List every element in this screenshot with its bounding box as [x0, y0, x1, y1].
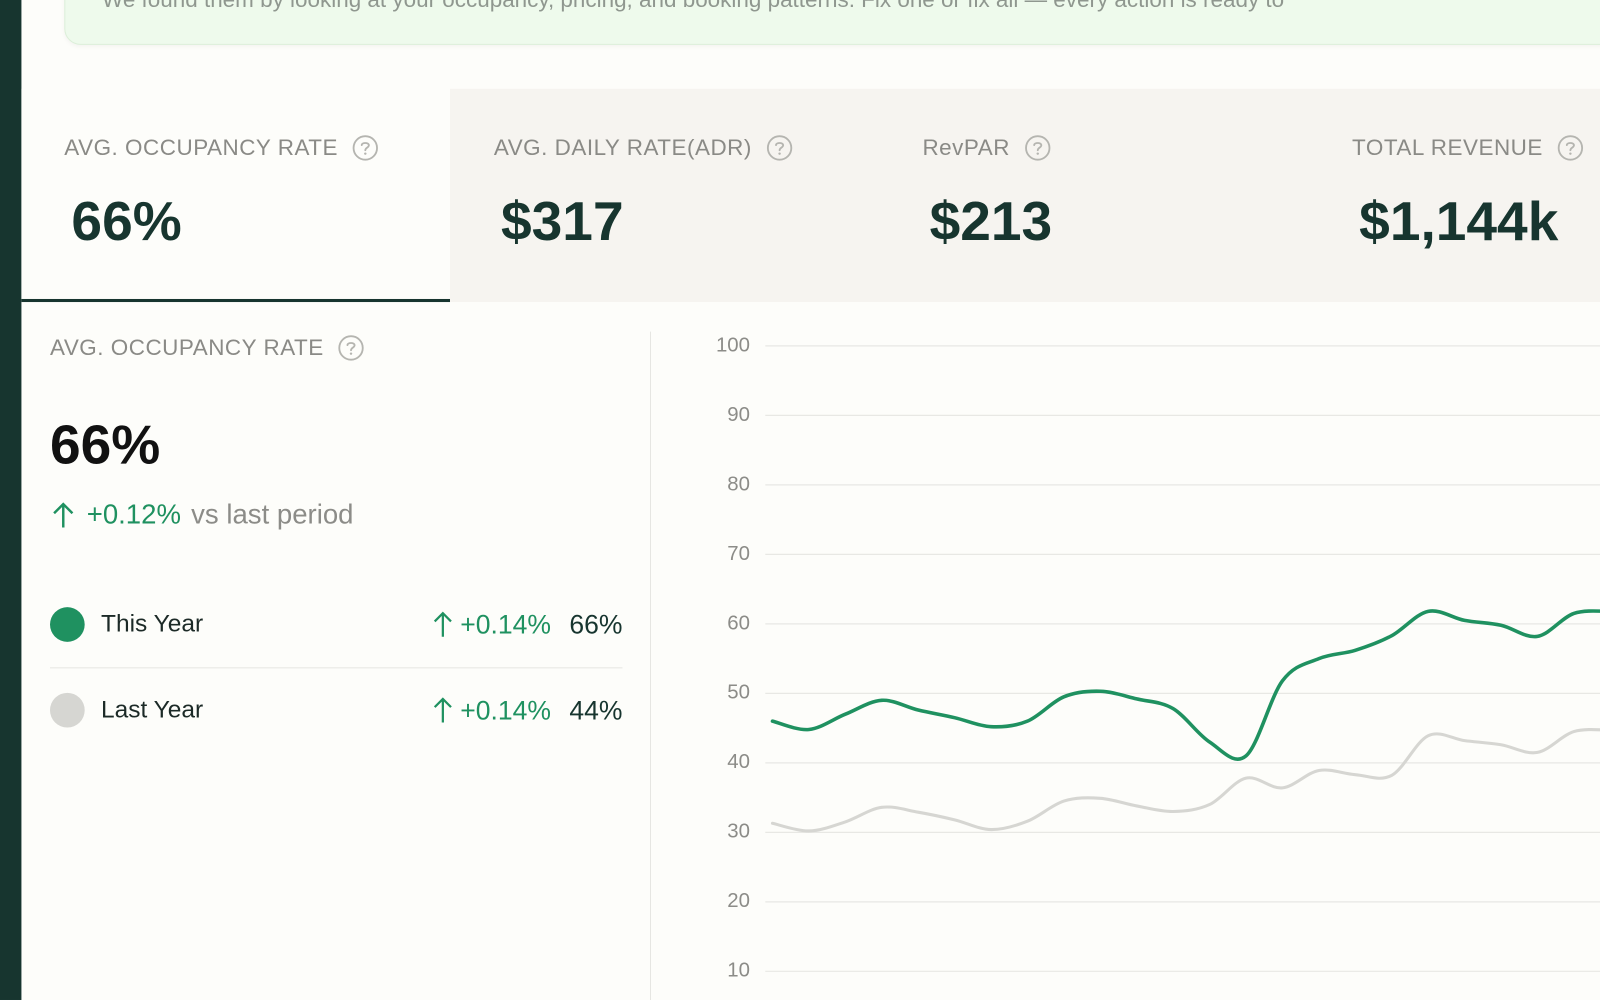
detail-change: +0.12% vs last period	[50, 499, 353, 531]
legend-divider	[49, 667, 623, 669]
help-icon[interactable]	[1024, 135, 1051, 162]
kpi-value: 66%	[71, 190, 182, 253]
legend-value: 44%	[569, 694, 623, 725]
kpi-label-text: RevPAR	[922, 134, 1010, 161]
help-icon[interactable]	[338, 335, 365, 362]
legend-change-value: +0.14%	[460, 694, 551, 725]
help-icon[interactable]	[352, 135, 379, 162]
sidebar	[0, 0, 22, 1000]
legend-name: This Year	[101, 610, 204, 638]
kpi-value: $1,144k	[1359, 190, 1559, 253]
detail-label: AVG. OCCUPANCY RATE	[50, 335, 365, 362]
kpi-tabs	[449, 88, 1600, 303]
series-line	[770, 609, 1600, 761]
help-icon[interactable]	[766, 135, 793, 162]
kpi-value: $213	[929, 190, 1053, 253]
kpi-label: AVG. OCCUPANCY RATE	[64, 135, 379, 162]
y-tick-label: 70	[727, 543, 750, 565]
help-icon[interactable]	[1557, 135, 1584, 162]
legend-value: 66%	[569, 608, 623, 640]
up-arrow	[433, 611, 452, 637]
detail-change-value: +0.12%	[86, 498, 181, 530]
legend-change: +0.14%	[432, 694, 551, 726]
kpi-tab-active[interactable]	[21, 88, 450, 303]
insight-banner	[64, 0, 1600, 45]
kpi-label: AVG. DAILY RATE(ADR)	[494, 135, 793, 162]
kpi-value: $317	[501, 190, 624, 253]
occupancy-chart: 10 20 30 40 50 60 70 80 90 100	[716, 334, 1600, 982]
y-tick-label: 60	[727, 612, 750, 634]
legend-dot	[49, 692, 85, 728]
y-tick-label: 90	[727, 404, 750, 426]
up-arrow	[53, 501, 74, 528]
kpi-label-text: TOTAL REVENUE	[1352, 134, 1543, 161]
detail-label-text: AVG. OCCUPANCY RATE	[49, 334, 324, 361]
legend-row: This Year +0.14% 66%	[49, 599, 623, 650]
legend-change: +0.14%	[432, 609, 551, 641]
kpi-label: TOTAL REVENUE	[1352, 135, 1584, 162]
y-tick-label: 20	[727, 890, 750, 912]
up-arrow	[433, 697, 452, 723]
legend-dot	[49, 607, 85, 642]
banner-text: We found them by looking at your occupan…	[102, 0, 1284, 13]
kpi-label-text: AVG. OCCUPANCY RATE	[64, 134, 339, 161]
y-tick-label: 30	[727, 821, 750, 843]
y-tick-label: 40	[727, 751, 750, 773]
legend-change-value: +0.14%	[460, 608, 551, 640]
y-tick-label: 80	[727, 473, 750, 495]
y-tick-label: 100	[716, 334, 750, 356]
kpi-label: RevPAR	[922, 134, 1051, 162]
y-tick-label: 50	[727, 682, 750, 704]
y-tick-label: 10	[727, 960, 750, 982]
series-line	[770, 728, 1600, 833]
legend-row: Last Year +0.14% 44%	[49, 685, 623, 736]
divider	[649, 331, 652, 1000]
detail-value: 66%	[49, 414, 161, 476]
kpi-label-text: AVG. DAILY RATE(ADR)	[493, 134, 752, 161]
detail-change-caption: vs last period	[191, 498, 354, 530]
legend-name: Last Year	[101, 695, 204, 724]
